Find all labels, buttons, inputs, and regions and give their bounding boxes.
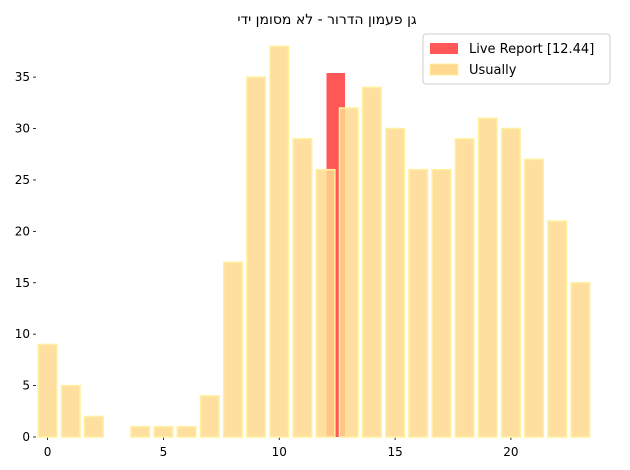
x-tick-label: 5 (160, 445, 168, 459)
bars (37, 45, 591, 438)
x-tick-label: 15 (387, 445, 402, 459)
y-tick-label: 30 (15, 122, 30, 136)
legend-label-usually: Usually (469, 63, 517, 78)
legend-label-live-report: Live Report [12.44] (469, 42, 594, 57)
y-axis: 0 5 10 15 20 25 30 35 (15, 70, 36, 444)
bar-usually-hour-16 (408, 168, 429, 438)
y-tick-label: 35 (15, 70, 30, 84)
y-tick-label: 25 (15, 173, 30, 187)
chart-title: גן פעמון הדרור - לא מסומן ידי (237, 12, 417, 28)
legend-swatch-usually (429, 63, 459, 76)
bar-usually-hour-1 (60, 384, 81, 438)
bar-usually-hour-8 (222, 261, 243, 438)
bar-usually-hour-14 (361, 86, 382, 438)
bar-usually-hour-18 (454, 138, 475, 438)
bar-usually-hour-9 (246, 76, 267, 438)
bar-usually-hour-20 (500, 127, 521, 438)
y-tick-label: 20 (15, 224, 30, 238)
bar-usually-hour-0 (37, 343, 58, 438)
y-tick-label: 5 (22, 379, 30, 393)
bar-usually-hour-13 (338, 107, 359, 438)
bar-usually-hour-7 (199, 395, 220, 438)
bar-usually-hour-21 (524, 158, 545, 438)
y-tick-label: 10 (15, 327, 30, 341)
y-tick-label: 15 (15, 276, 30, 290)
bar-usually-hour-2 (83, 415, 104, 438)
legend: Live Report [12.44] Usually (422, 33, 611, 85)
legend-swatch-live-report (430, 43, 458, 54)
x-tick-label: 10 (272, 445, 287, 459)
bar-usually-hour-22 (547, 220, 568, 438)
bar-usually-hour-19 (477, 117, 498, 438)
x-tick-label: 20 (503, 445, 518, 459)
bar-usually-hour-6 (176, 425, 197, 438)
y-tick-label: 0 (22, 430, 30, 444)
bar-usually-hour-10 (269, 45, 290, 438)
bar-usually-hour-12 (315, 168, 336, 438)
bar-usually-hour-4 (130, 425, 151, 438)
x-tick-label: 0 (44, 445, 52, 459)
bar-usually-hour-15 (385, 127, 406, 438)
bar-usually-hour-23 (570, 282, 591, 438)
bar-usually-hour-17 (431, 168, 452, 438)
legend-frame (422, 33, 611, 85)
x-axis: 0 5 10 15 20 (44, 437, 519, 459)
bar-usually-hour-5 (153, 425, 174, 438)
bar-usually-hour-11 (292, 138, 313, 438)
